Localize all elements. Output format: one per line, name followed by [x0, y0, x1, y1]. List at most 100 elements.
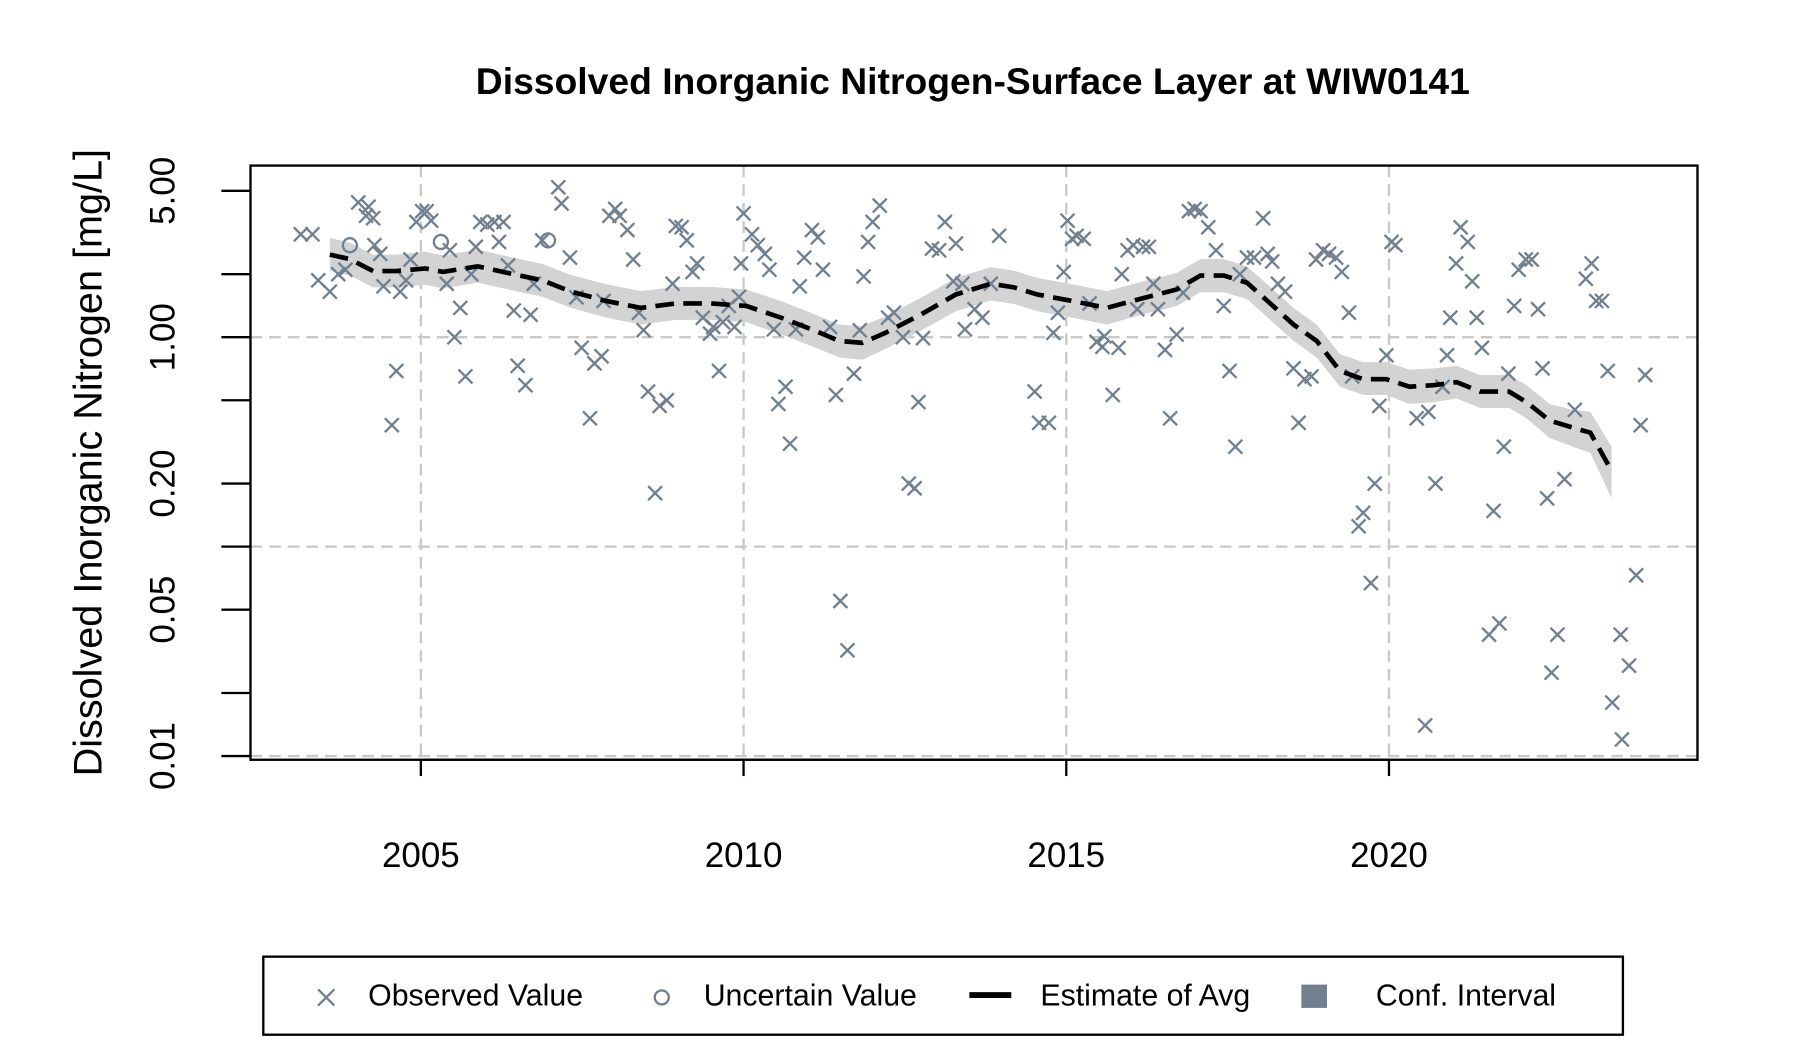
observed-point — [1549, 626, 1566, 643]
observed-point — [438, 275, 455, 292]
observed-point — [350, 194, 367, 211]
observed-point — [423, 212, 440, 229]
observed-point — [982, 275, 999, 292]
observed-point — [522, 306, 539, 323]
observed-point — [1387, 237, 1404, 254]
observed-point — [1408, 410, 1425, 427]
observed-point — [418, 203, 435, 219]
observed-point — [846, 365, 862, 382]
observed-point — [1055, 264, 1072, 280]
observed-point — [1366, 475, 1383, 492]
observed-point — [457, 368, 474, 385]
observed-point — [1104, 387, 1121, 403]
observed-point — [1059, 212, 1076, 229]
observed-point — [1628, 567, 1644, 584]
observed-point — [366, 237, 383, 254]
observed-point — [1200, 219, 1217, 236]
observed-point — [1239, 249, 1255, 266]
x-tick-label: 2010 — [705, 836, 783, 875]
observed-point — [495, 214, 512, 230]
y-tick-label: 5.00 — [144, 157, 183, 225]
observed-point — [467, 239, 484, 255]
observed-point — [1026, 383, 1043, 400]
observed-point — [757, 246, 773, 262]
observed-point — [860, 234, 876, 250]
observed-point — [809, 229, 826, 246]
observed-point — [1485, 503, 1502, 519]
observed-point — [1567, 402, 1583, 418]
observed-point — [1539, 490, 1555, 507]
observed-point — [667, 218, 684, 234]
observed-point — [1113, 266, 1130, 282]
observed-point — [782, 435, 798, 452]
observed-point — [619, 222, 636, 238]
observed-point — [375, 278, 392, 295]
observed-point — [1328, 249, 1344, 266]
observed-point — [442, 242, 458, 259]
observed-point — [1500, 365, 1517, 382]
observed-point — [1259, 246, 1276, 262]
observed-point — [1468, 309, 1485, 326]
observed-point — [1045, 324, 1062, 341]
observed-point — [582, 410, 598, 427]
observed-point — [1208, 242, 1224, 259]
observed-point — [392, 283, 409, 300]
observed-point — [1534, 360, 1551, 377]
observed-point — [839, 642, 856, 659]
observed-point — [1496, 438, 1512, 455]
observed-point — [1050, 304, 1066, 321]
observed-point — [337, 261, 354, 278]
observed-point — [855, 268, 872, 285]
observed-point — [1168, 326, 1185, 343]
y-tick-label: 0.05 — [144, 576, 183, 644]
observed-point — [640, 383, 656, 400]
observed-point — [322, 283, 338, 300]
observed-point — [1192, 203, 1209, 219]
observed-point — [1632, 417, 1649, 434]
observed-point — [1221, 363, 1238, 379]
observed-point — [1135, 239, 1151, 255]
observed-point — [360, 198, 377, 215]
observed-point — [1599, 363, 1616, 379]
observed-point — [715, 314, 731, 330]
observed-point — [509, 358, 526, 374]
observed-point — [1442, 309, 1459, 326]
observed-point — [1612, 626, 1629, 643]
observed-point — [1464, 273, 1481, 290]
observed-point — [1371, 398, 1388, 414]
observed-point — [1530, 301, 1546, 318]
observed-point — [1110, 339, 1127, 356]
observed-point — [1621, 657, 1637, 674]
observed-point — [304, 226, 321, 243]
observed-point — [735, 205, 752, 222]
observed-point — [974, 309, 991, 326]
observed-point — [1290, 415, 1307, 431]
observed-point — [1232, 266, 1248, 282]
observed-point — [1491, 615, 1508, 632]
observed-point — [1434, 378, 1451, 395]
uncertain-point — [539, 232, 557, 249]
observed-point — [864, 214, 881, 230]
observed-point — [330, 266, 347, 282]
observed-point — [1277, 283, 1293, 300]
observed-point — [1303, 368, 1320, 385]
observed-point — [1227, 438, 1244, 455]
observed-point — [1594, 293, 1610, 309]
legend-label: Conf. Interval — [1376, 979, 1556, 1012]
observed-point — [726, 319, 743, 335]
observed-point — [491, 234, 507, 250]
observed-point — [550, 179, 567, 196]
legend-label: Estimate of Avg — [1040, 979, 1250, 1012]
observed-point — [945, 273, 962, 290]
observed-point — [1355, 505, 1371, 521]
observed-point — [766, 321, 782, 338]
observed-point — [398, 272, 414, 289]
observed-point — [822, 319, 838, 335]
observed-point — [1439, 347, 1455, 364]
observed-point — [1075, 231, 1092, 247]
estimate-line — [329, 252, 1614, 473]
observed-point — [534, 232, 551, 249]
observed-point — [553, 195, 570, 212]
observed-point — [1308, 251, 1324, 268]
observed-point — [731, 288, 747, 305]
